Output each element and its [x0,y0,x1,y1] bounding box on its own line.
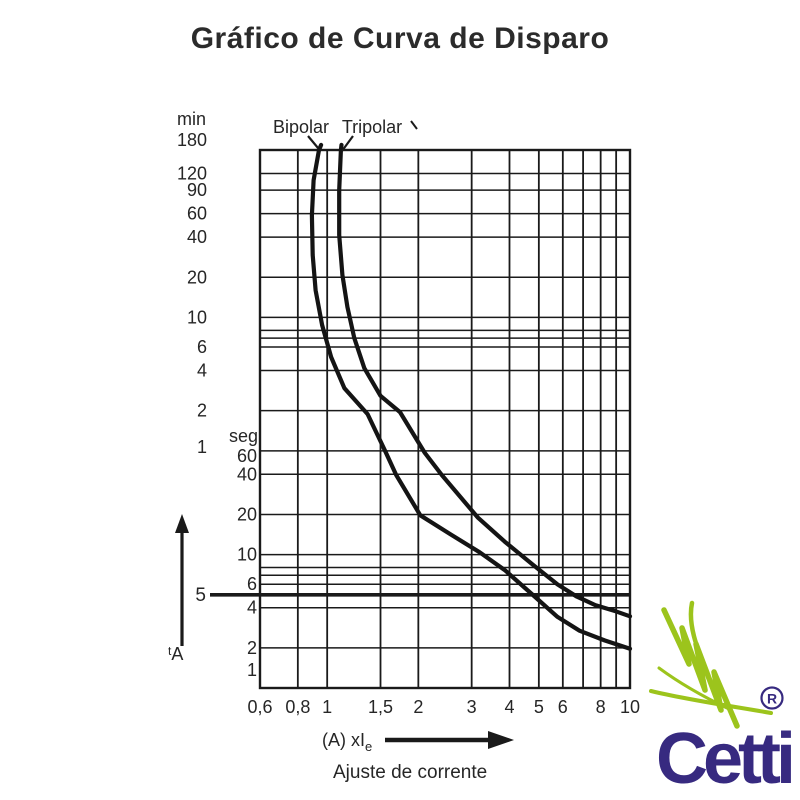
time-axis-label: tA [168,644,183,664]
svg-text:60: 60 [187,204,207,224]
svg-text:4: 4 [247,598,257,618]
svg-text:120: 120 [177,163,207,183]
registered-mark-letter: R [767,691,777,707]
svg-text:90: 90 [187,180,207,200]
time-axis-arrow: tA [168,514,189,664]
right-arrowhead-icon [488,731,514,749]
svg-text:40: 40 [237,464,257,484]
svg-text:4: 4 [197,361,207,381]
curve-label-tripolar: Tripolar [342,117,402,137]
curve-label-bipolar: Bipolar [273,117,329,137]
curve-bipolar [309,142,633,651]
svg-text:20: 20 [237,504,257,524]
cetti-logo: R Cetti [649,600,796,799]
marker-5s: 5 [195,585,630,606]
cetti-logo-scribble [657,666,731,711]
svg-text:1: 1 [247,660,257,680]
x-axis-caption: Ajuste de corrente [333,762,487,783]
cetti-logo-scribble [688,600,712,681]
svg-text:1,5: 1,5 [368,697,393,717]
cetti-wordmark: Cetti [656,719,791,799]
cetti-logo-scribble [649,689,773,715]
current-multiple-label: (A) xIe [322,730,372,754]
svg-text:20: 20 [187,267,207,287]
plot-frame [258,148,632,690]
y-unit-min: min [177,109,206,129]
svg-text:5: 5 [534,697,544,717]
svg-text:60: 60 [237,446,257,466]
svg-text:0,6: 0,6 [247,697,272,717]
svg-text:1: 1 [197,437,207,457]
registered-mark-icon [760,686,784,710]
marker-5s-label: 5 [195,585,206,606]
svg-text:10: 10 [620,697,640,717]
svg-text:1: 1 [322,697,332,717]
curve-labels: Bipolar Tripolar [273,117,418,152]
y-unit-seg: seg [229,426,258,446]
svg-text:2: 2 [197,401,207,421]
svg-text:6: 6 [197,337,207,357]
svg-text:180: 180 [177,130,207,150]
page-title: Gráfico de Curva de Disparo [190,22,610,55]
x-tick-labels: 0,6 0,8 1 1,5 2 3 4 5 6 8 10 [247,697,640,717]
svg-text:10: 10 [187,307,207,327]
curve-tripolar [337,142,633,619]
cetti-logo-scribble [661,607,740,729]
up-arrowhead-icon [175,514,189,533]
svg-text:6: 6 [247,574,257,594]
svg-text:2: 2 [247,638,257,658]
svg-text:6: 6 [558,697,568,717]
svg-text:0,8: 0,8 [285,697,310,717]
svg-text:4: 4 [504,697,514,717]
svg-text:10: 10 [237,545,257,565]
svg-text:3: 3 [467,697,477,717]
svg-text:8: 8 [596,697,606,717]
svg-text:40: 40 [187,227,207,247]
grid [259,149,631,689]
x-axis-label: (A) xIe Ajuste de corrente [322,730,514,783]
svg-text:2: 2 [413,697,423,717]
